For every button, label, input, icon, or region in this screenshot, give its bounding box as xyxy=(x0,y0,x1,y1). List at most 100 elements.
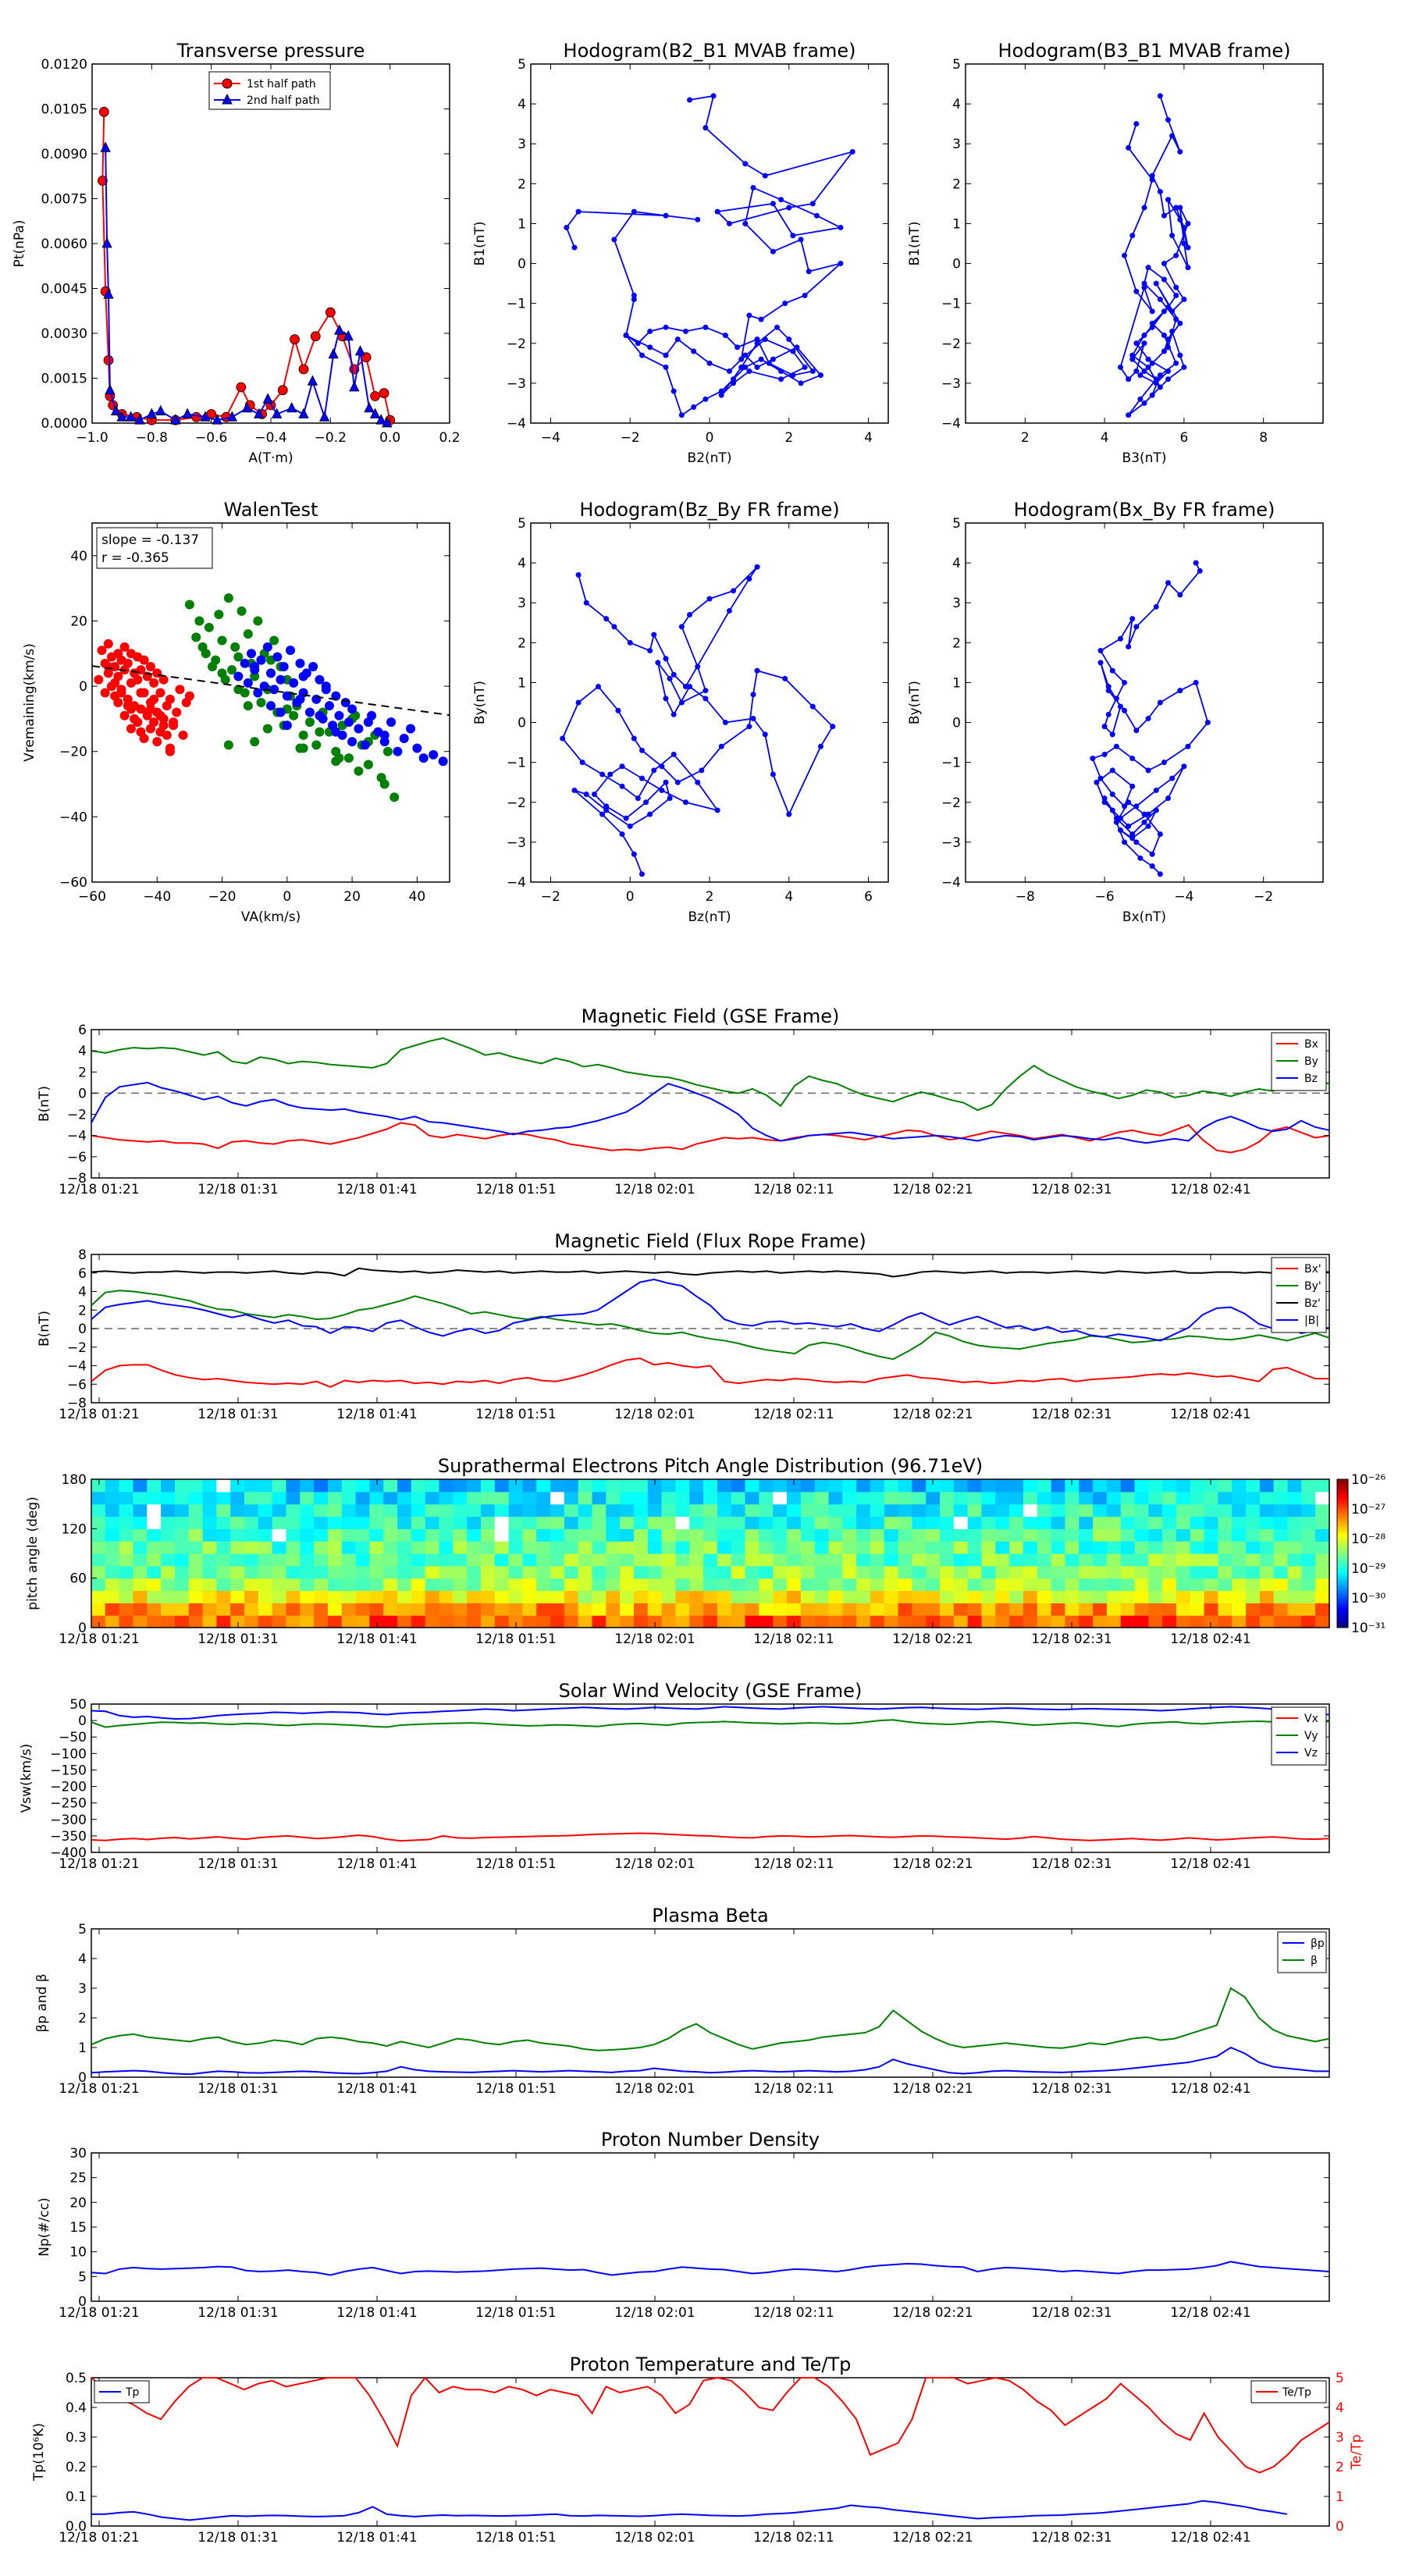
heatmap-cell xyxy=(188,1615,204,1628)
y-tick-label: 4 xyxy=(78,1285,87,1300)
heatmap-cell xyxy=(355,1479,371,1493)
heatmap-cell xyxy=(397,1503,412,1517)
annotation-r: r = -0.365 xyxy=(101,550,169,566)
data-point xyxy=(722,720,728,726)
data-point xyxy=(1141,819,1147,825)
y-tick-label: −4 xyxy=(941,416,961,432)
colorbar-cell xyxy=(1337,1568,1348,1571)
heatmap-cell xyxy=(327,1603,343,1616)
heatmap-cell xyxy=(1120,1603,1136,1616)
data-point xyxy=(311,740,322,750)
heatmap-cell xyxy=(926,1578,941,1592)
heatmap-cell xyxy=(592,1590,606,1603)
data-point xyxy=(116,688,126,698)
data-point xyxy=(201,649,211,659)
heatmap-cell xyxy=(286,1590,301,1603)
heatmap-cell xyxy=(147,1516,162,1529)
data-point xyxy=(635,340,641,347)
y-tick-label: 4 xyxy=(952,97,961,112)
data-point xyxy=(324,701,334,711)
heatmap-cell xyxy=(174,1528,190,1542)
heatmap-cell xyxy=(633,1541,649,1554)
heatmap-cell xyxy=(1093,1590,1108,1603)
heatmap-cell xyxy=(953,1528,969,1542)
heatmap-cell xyxy=(1190,1615,1205,1628)
heatmap-cell xyxy=(383,1491,398,1505)
heatmap-cell xyxy=(230,1541,245,1554)
data-point xyxy=(647,328,653,334)
y-tick-label: 6 xyxy=(78,1023,87,1038)
heatmap-cell xyxy=(1037,1615,1052,1628)
data-point xyxy=(670,751,677,757)
heatmap-cell xyxy=(606,1553,621,1567)
heatmap-cell xyxy=(522,1565,537,1579)
heatmap-cell xyxy=(1051,1615,1066,1628)
heatmap-cell xyxy=(967,1516,983,1529)
heatmap-cell xyxy=(912,1578,927,1592)
heatmap-cell xyxy=(1287,1541,1302,1554)
heatmap-cell xyxy=(814,1603,830,1616)
heatmap-cell xyxy=(147,1603,162,1616)
heatmap-cell xyxy=(119,1590,134,1603)
y-tick-label: −3 xyxy=(941,376,961,392)
heatmap-cell xyxy=(759,1565,774,1579)
data-point xyxy=(354,766,364,776)
data-point xyxy=(1129,783,1136,789)
heatmap-cell xyxy=(244,1578,259,1592)
heatmap-cell xyxy=(1079,1503,1094,1517)
data-point xyxy=(623,815,629,821)
data-point xyxy=(307,375,318,386)
data-point xyxy=(663,656,669,662)
data-point xyxy=(1165,795,1172,802)
data-point xyxy=(1177,148,1183,155)
legend-label: β xyxy=(1311,1955,1318,1967)
data-point xyxy=(1126,412,1132,418)
data-point xyxy=(334,324,345,335)
heatmap-cell xyxy=(202,1615,217,1628)
heatmap-cell xyxy=(286,1553,301,1567)
y-tick-label: −3 xyxy=(941,835,961,851)
heatmap-cell xyxy=(1051,1516,1066,1529)
heatmap-cell xyxy=(995,1541,1010,1554)
heatmap-cell xyxy=(453,1578,468,1592)
heatmap-cell xyxy=(578,1491,593,1505)
x-axis-label: Bx(nT) xyxy=(1122,909,1166,925)
data-point xyxy=(1113,815,1119,821)
data-point xyxy=(271,407,283,418)
heatmap-cell xyxy=(536,1578,551,1592)
heatmap-cell xyxy=(787,1553,802,1567)
heatmap-cell xyxy=(230,1516,245,1529)
data-point xyxy=(695,216,701,222)
heatmap-cell xyxy=(397,1578,412,1592)
data-point xyxy=(298,407,309,418)
heatmap-cell xyxy=(439,1479,454,1493)
heatmap-cell xyxy=(467,1565,482,1579)
data-point xyxy=(575,208,582,215)
data-point xyxy=(136,727,146,737)
heatmap-cell xyxy=(898,1578,912,1592)
data-point xyxy=(98,106,109,117)
data-point xyxy=(599,811,606,817)
heatmap-cell xyxy=(759,1541,774,1554)
colorbar-cell xyxy=(1337,1516,1348,1520)
x-axis-label: B2(nT) xyxy=(688,450,732,466)
heatmap-cell xyxy=(912,1491,927,1505)
heatmap-cell xyxy=(800,1615,816,1628)
heatmap-cell xyxy=(133,1590,148,1603)
heatmap-cell xyxy=(1037,1528,1052,1542)
heatmap-cell xyxy=(731,1491,746,1505)
heatmap-cell xyxy=(355,1553,371,1567)
data-point xyxy=(119,710,130,720)
heatmap-cell xyxy=(940,1603,955,1616)
heatmap-cell xyxy=(620,1553,635,1567)
heatmap-cell xyxy=(940,1578,955,1592)
heatmap-cell xyxy=(773,1578,788,1592)
data-point xyxy=(726,607,732,614)
heatmap-cell xyxy=(272,1615,287,1628)
heatmap-cell xyxy=(689,1503,704,1517)
heatmap-cell xyxy=(940,1553,955,1567)
heatmap-cell xyxy=(536,1590,551,1603)
heatmap-cell xyxy=(202,1590,217,1603)
heatmap-cell xyxy=(453,1541,468,1554)
heatmap-cell xyxy=(884,1503,899,1517)
